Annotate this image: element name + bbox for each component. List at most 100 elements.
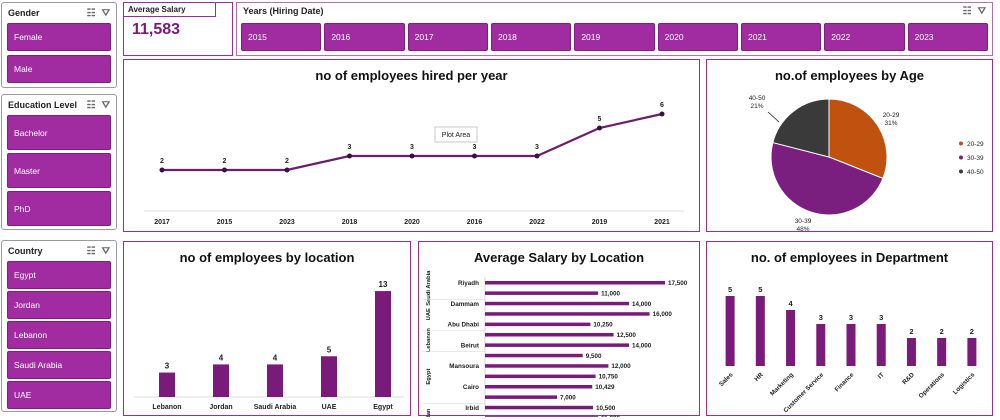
country-group-label: Saudi Arabia <box>426 270 432 306</box>
country-group-label: Lebanon <box>426 328 432 353</box>
legend-marker <box>959 155 963 160</box>
year-slicer-item[interactable]: 2019 <box>574 23 655 51</box>
slicer-item-gender[interactable]: Female <box>7 23 111 51</box>
year-slicer-item[interactable]: 2018 <box>490 23 572 51</box>
legend-label: 30-39 <box>967 155 984 162</box>
department-chart-title: no. of employees in Department <box>750 250 949 265</box>
department-data-label: 4 <box>788 299 793 308</box>
department-data-label: 5 <box>758 285 762 294</box>
hired-chart-title: no of employees hired per year <box>315 68 508 83</box>
year-slicer-item[interactable]: 2020 <box>657 23 738 51</box>
salary-bar <box>485 291 599 295</box>
x-tick-label: Logistics <box>952 371 977 396</box>
salary-data-label: 11,000 <box>601 415 620 417</box>
year-slicer-item[interactable]: 2015 <box>241 23 322 51</box>
x-tick-label: Saudi Arabia <box>254 404 297 411</box>
department-bar <box>967 338 977 366</box>
slicer-item-education[interactable]: Master <box>7 153 111 188</box>
hired-point <box>159 167 165 173</box>
salary-data-label: 10,429 <box>595 384 615 391</box>
x-tick-label: UAE <box>322 404 337 411</box>
pie-percent-label: 48% <box>796 226 809 233</box>
age-chart-title: no.of employees by Age <box>774 68 925 83</box>
education-slicer-title: Education Level <box>8 100 78 110</box>
slicer-item-country[interactable]: Saudi Arabia <box>7 351 111 379</box>
department-bar <box>816 324 826 366</box>
department-bar <box>725 296 735 366</box>
city-tick-label: Irbid <box>465 405 479 412</box>
hired-data-label: 3 <box>535 144 539 151</box>
slicer-item-country[interactable]: Lebanon <box>7 321 111 349</box>
year-slicer-item[interactable]: 2017 <box>407 23 488 51</box>
x-tick-label: 2016 <box>467 219 483 226</box>
slicer-item-country[interactable]: Jordan <box>7 291 111 319</box>
year-slicer-item[interactable]: 2021 <box>740 23 822 51</box>
location-bar <box>321 356 337 397</box>
hired-point <box>347 153 352 159</box>
pie-category-label: 20-29 <box>883 112 900 119</box>
year-slicer-item[interactable]: 2022 <box>824 23 905 51</box>
country-group-label: Jordan <box>426 408 432 417</box>
salary-chart-title: Average Salary by Location <box>473 250 645 265</box>
hired-point <box>659 111 665 117</box>
salary-data-label: 16,000 <box>653 311 673 318</box>
slicer-item-country[interactable]: UAE <box>7 381 111 409</box>
salary-bar <box>485 385 593 389</box>
salary-bar <box>485 364 609 368</box>
location-bar <box>159 372 175 397</box>
x-tick-label: Lebanon <box>152 404 181 411</box>
year-slicer-item[interactable]: 2016 <box>324 23 405 51</box>
multi-select-icon[interactable]: ☷ <box>962 5 972 17</box>
x-tick-label: IT <box>877 371 886 380</box>
country-slicer: Country ☷ ⛛ Egypt Jordan Lebanon Saudi Arabi… <box>1 240 117 412</box>
hired-data-label: 3 <box>410 144 414 151</box>
salary-bar <box>485 353 583 358</box>
city-tick-label: Beirut <box>461 342 480 349</box>
multi-select-icon[interactable]: ☷ <box>86 99 96 111</box>
salary-data-label: 12,500 <box>617 332 637 339</box>
location-chart-title: no of employees by location <box>179 250 355 265</box>
hired-data-label: 2 <box>223 158 227 165</box>
salary-data-label: 11,000 <box>601 290 620 297</box>
hired-point <box>597 125 602 131</box>
location-data-label: 13 <box>379 280 388 289</box>
slicer-item-education[interactable]: Bachelor <box>7 115 111 150</box>
pie-slice-40-50 <box>772 98 830 158</box>
clear-filter-icon[interactable]: ⛛ <box>101 99 110 111</box>
hired-data-label: 3 <box>348 144 352 151</box>
salary-bar <box>485 281 665 285</box>
slicer-item-country[interactable]: Egypt <box>7 261 111 289</box>
x-tick-label: Marketing <box>769 371 795 397</box>
salary-bar <box>485 405 593 410</box>
x-tick-label: R&D <box>901 371 916 386</box>
multi-select-icon[interactable]: ☷ <box>86 245 96 257</box>
years-slicer-header: Years (Hiring Date) ☷ ⛛ <box>237 3 992 19</box>
pie-leader-line <box>767 111 780 123</box>
salary-bar <box>485 333 614 337</box>
multi-select-icon[interactable]: ☷ <box>86 7 96 19</box>
gender-slicer: Gender ☷ ⛛ Female Male <box>1 2 117 88</box>
salary-data-label: 10,250 <box>593 322 613 329</box>
x-tick-label: Finance <box>834 371 856 393</box>
clear-filter-icon[interactable]: ⛛ <box>977 5 986 17</box>
salary-bar <box>485 322 591 327</box>
slicer-item-gender[interactable]: Male <box>7 55 111 83</box>
hired-series-line <box>162 112 663 172</box>
plot-area-label: Plot Area <box>442 132 471 139</box>
hired-data-label: 3 <box>473 144 477 151</box>
hired-point <box>409 153 415 159</box>
education-slicer: Education Level ☷ ⛛ Bachelor Master PhD <box>1 94 117 230</box>
kpi-label: Average Salary <box>123 2 216 17</box>
pie-percent-label: 31% <box>884 120 897 127</box>
years-slicer-title: Years (Hiring Date) <box>243 6 324 16</box>
department-data-label: 2 <box>940 327 944 336</box>
department-bar <box>906 338 916 366</box>
clear-filter-icon[interactable]: ⛛ <box>101 7 110 19</box>
location-bar <box>213 364 229 397</box>
year-slicer-item[interactable]: 2023 <box>907 23 988 51</box>
slicer-item-education[interactable]: PhD <box>7 191 111 226</box>
salary-data-label: 7,000 <box>560 394 576 401</box>
clear-filter-icon[interactable]: ⛛ <box>101 245 110 257</box>
location-data-label: 4 <box>273 353 278 362</box>
x-tick-label: Operations <box>918 371 947 400</box>
